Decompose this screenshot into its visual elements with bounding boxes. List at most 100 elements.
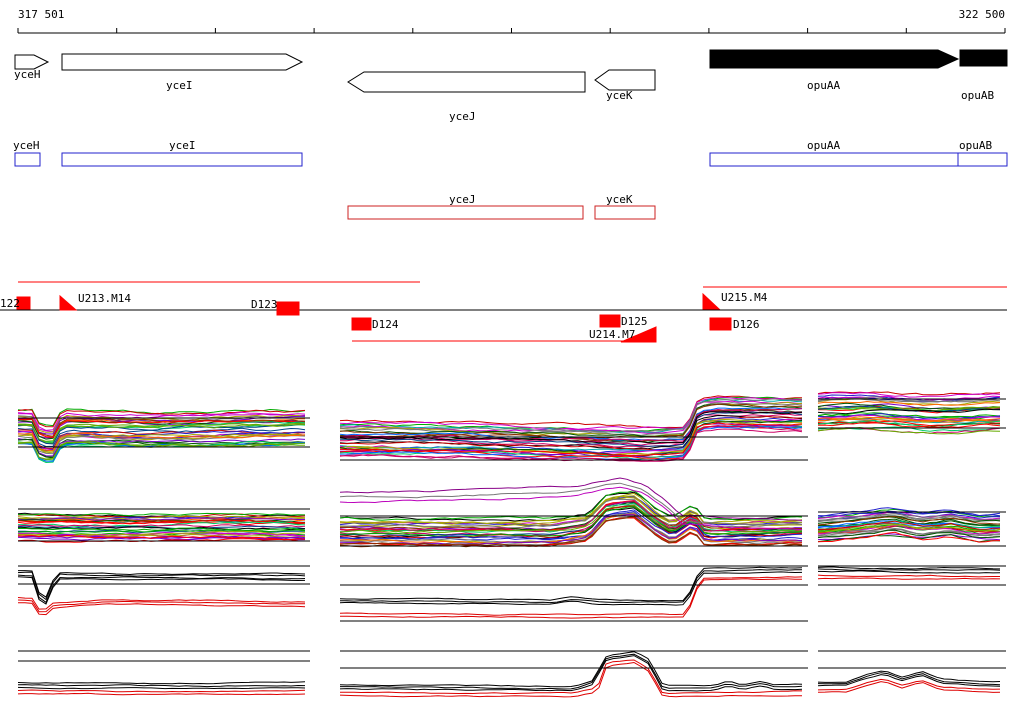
signal-line — [17, 411, 306, 431]
signal-line — [339, 418, 803, 456]
gene-label-opuAA: opuAA — [807, 79, 840, 92]
signal-line — [339, 477, 803, 521]
signal-line — [339, 569, 803, 604]
signal-line — [817, 392, 1001, 398]
signal-line — [817, 414, 1001, 421]
signal-line — [340, 578, 803, 619]
signal-line — [17, 520, 306, 526]
signal-line — [17, 574, 306, 604]
signal-line — [817, 422, 1001, 428]
forward-annotation-box[interactable] — [61, 152, 303, 167]
probe-marker-U214.M7[interactable] — [620, 326, 657, 343]
reverse-annotation-box[interactable] — [347, 205, 584, 220]
signal-line — [339, 517, 803, 547]
signal-line — [817, 416, 1001, 422]
signal-line — [17, 576, 306, 605]
signal-line — [817, 531, 1001, 543]
signal-line — [817, 570, 1001, 574]
signal-track-3 — [17, 565, 1006, 622]
gene-arrow-yceK[interactable] — [594, 69, 656, 91]
probe-marker-D124[interactable] — [351, 317, 372, 331]
signal-line — [339, 425, 803, 462]
signal-line — [817, 511, 1001, 521]
signal-line — [17, 409, 306, 428]
signal-line — [817, 412, 1001, 419]
forward-annotation-box[interactable] — [14, 152, 41, 167]
gene-label-yceH: yceH — [14, 68, 41, 81]
signal-line — [817, 674, 1001, 687]
gene-arrow-opuAA[interactable] — [709, 49, 960, 69]
forward-annotation-label: yceI — [169, 139, 196, 152]
signal-line — [339, 426, 803, 461]
signal-track-3-panel-0 — [17, 565, 310, 616]
signal-line — [17, 433, 306, 453]
signal-line — [817, 566, 1001, 570]
signal-track-4-panel-0 — [17, 650, 310, 696]
forward-annotation-label: yceH — [13, 139, 40, 152]
signal-line — [339, 655, 803, 692]
signal-line — [17, 599, 305, 613]
forward-annotation-box[interactable] — [709, 152, 1008, 167]
gene-arrow-yceI[interactable] — [61, 53, 304, 71]
gene-label-yceJ: yceJ — [449, 110, 476, 123]
signal-line — [817, 513, 1001, 522]
gene-label-yceK: yceK — [606, 89, 633, 102]
probe-marker-U215.M4[interactable] — [702, 292, 721, 310]
gene-track: yceH yceI yceJ yceK opuAA opuAB — [14, 49, 1008, 123]
signal-line — [17, 432, 306, 452]
gene-arrow-opuAB[interactable] — [959, 49, 1008, 67]
signal-line — [817, 520, 1001, 530]
signal-line — [18, 602, 306, 616]
signal-line — [17, 517, 306, 521]
signal-line — [817, 678, 1001, 691]
signal-line — [339, 408, 803, 442]
signal-track-1 — [17, 391, 1006, 464]
reverse-annotation-label: yceJ — [449, 193, 476, 206]
signal-line — [339, 576, 803, 616]
probe-marker-D126[interactable] — [709, 317, 732, 331]
signal-line — [339, 486, 803, 531]
signal-line — [817, 515, 1001, 526]
probe-label: U215.M4 — [721, 291, 768, 304]
signal-track-1-panel-2 — [817, 391, 1006, 435]
signal-tracks — [17, 391, 1006, 698]
probe-marker-D125[interactable] — [599, 314, 621, 328]
signal-line — [339, 420, 803, 456]
signal-line — [817, 568, 1001, 572]
signal-track-4-panel-2 — [817, 650, 1006, 693]
signal-line — [817, 426, 1001, 435]
signal-line — [17, 527, 306, 532]
signal-line — [339, 500, 803, 533]
signal-line — [17, 441, 306, 462]
reverse-annotation-box[interactable] — [594, 205, 656, 220]
signal-line — [17, 512, 306, 517]
probe-label: D126 — [733, 318, 760, 331]
signal-track-2-panel-2 — [817, 507, 1006, 547]
probe-marker-D123[interactable] — [276, 301, 300, 316]
signal-line — [340, 653, 803, 690]
signal-line — [17, 519, 305, 525]
gene-label-yceI: yceI — [166, 79, 193, 92]
signal-line — [817, 524, 1001, 533]
signal-line — [817, 528, 1001, 537]
signal-track-3-panel-2 — [817, 565, 1006, 586]
signal-line — [339, 411, 803, 447]
signal-line — [17, 413, 306, 433]
probe-marker-D122[interactable] — [16, 296, 31, 310]
signal-line — [339, 396, 803, 430]
signal-line — [817, 397, 1001, 403]
gene-arrow-yceH[interactable] — [14, 54, 50, 70]
signal-line — [17, 427, 306, 448]
ruler — [17, 28, 1006, 34]
signal-line — [817, 408, 1001, 415]
signal-line — [17, 597, 306, 610]
signal-line — [17, 684, 306, 688]
probe-label: D124 — [372, 318, 399, 331]
gene-arrow-yceJ[interactable] — [347, 71, 586, 93]
signal-line — [339, 400, 803, 434]
signal-line — [339, 490, 803, 521]
signal-line — [17, 441, 306, 461]
probe-marker-U213.M14[interactable] — [59, 294, 78, 311]
